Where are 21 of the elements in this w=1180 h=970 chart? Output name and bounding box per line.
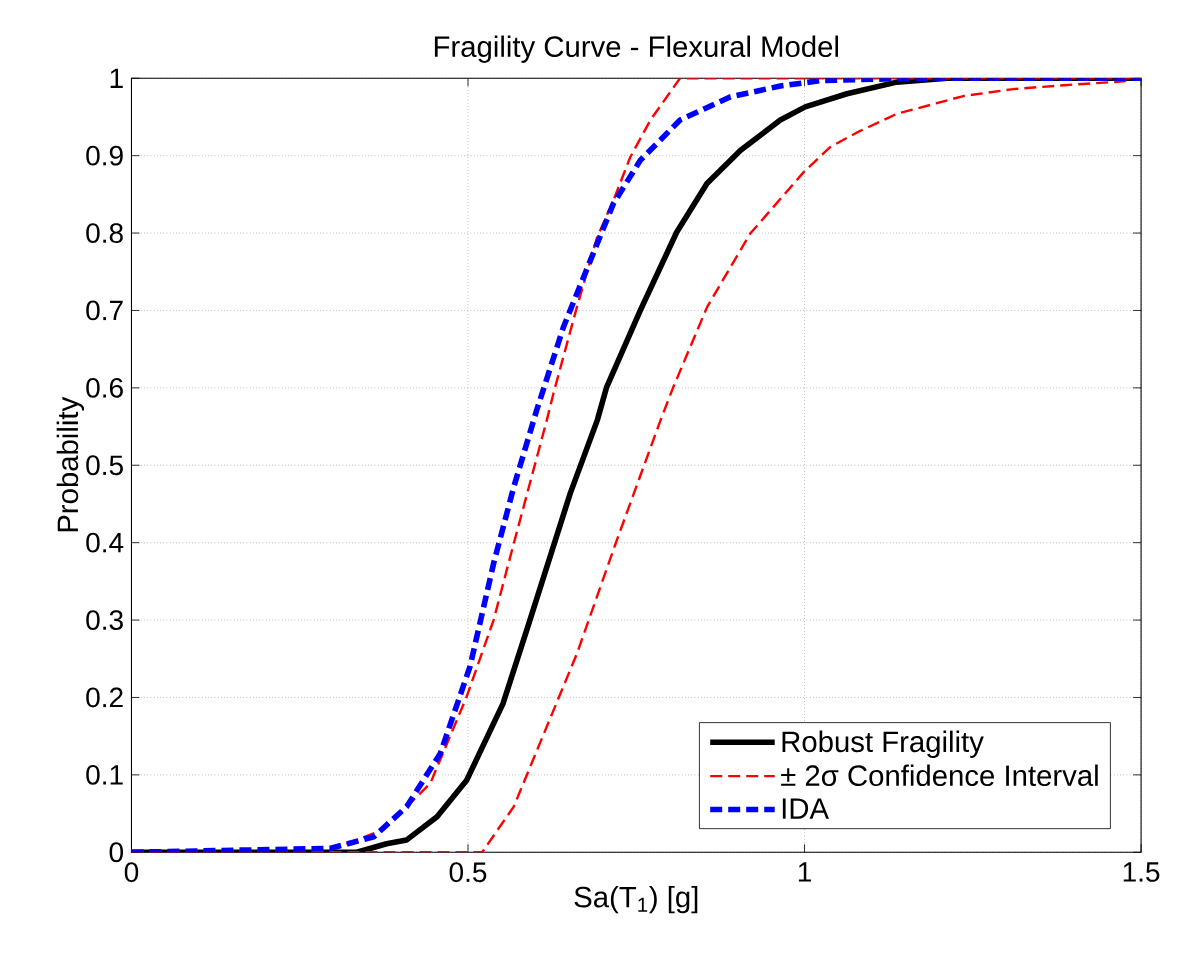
x-tick-label: 0	[124, 862, 139, 883]
x-axis-title: Sa(T$_{1}$) [g]	[574, 885, 698, 914]
y-tick-label: 0.5	[86, 455, 123, 476]
y-axis-title: Probability	[56, 396, 85, 532]
x-tick-label: 0.5	[449, 862, 487, 883]
legend-label: Robust Fragility	[782, 730, 984, 758]
y-tick-label: 0.2	[86, 687, 123, 708]
y-tick-label: 0	[109, 842, 123, 863]
chart-title: Fragility Curve - Flexural Model	[434, 35, 838, 63]
x-tick-label: 1	[798, 862, 811, 882]
y-tick-label: 0.9	[86, 145, 123, 166]
x-tick-label: 1.5	[1123, 862, 1160, 882]
y-tick-label: 0.3	[86, 610, 123, 630]
y-tick-label: 0.1	[86, 764, 123, 785]
y-tick-label: 0.7	[86, 300, 123, 321]
y-tick-label: 0.6	[86, 377, 123, 398]
y-tick-label: 1	[110, 68, 123, 88]
legend-label: ± 2σ Confidence Interval	[781, 764, 1098, 787]
y-tick-label: 0.4	[86, 532, 124, 553]
legend-label: IDA	[782, 798, 830, 819]
y-tick-label: 0.8	[86, 223, 123, 243]
